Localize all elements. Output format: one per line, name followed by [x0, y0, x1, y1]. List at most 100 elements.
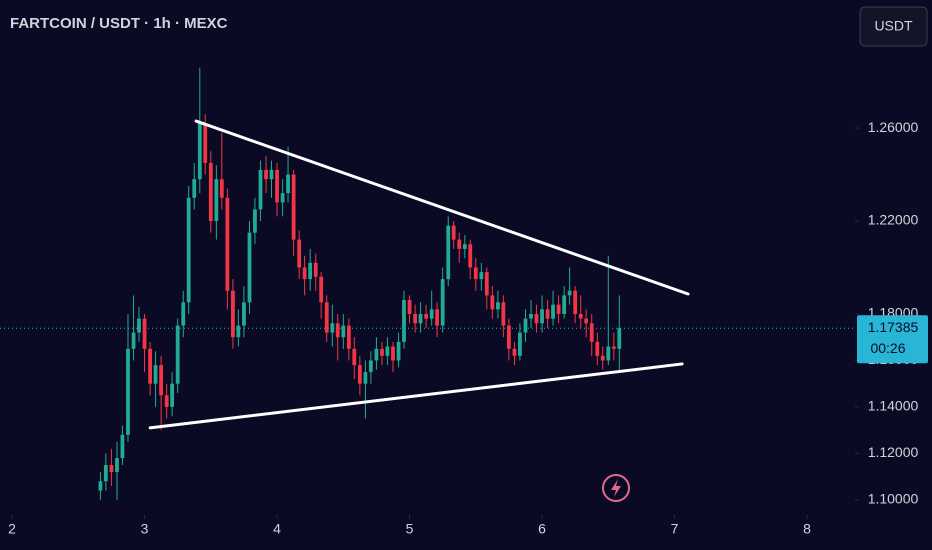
currency-button-box[interactable] [859, 6, 928, 47]
candle-body [291, 174, 296, 240]
candle-body [496, 302, 500, 310]
candle-body [153, 365, 158, 384]
candle-body [242, 302, 246, 326]
candle-body [380, 348, 384, 356]
y-tick-label: 1.14000 [868, 398, 919, 414]
currency-button-label[interactable]: USDT [874, 18, 913, 34]
candle-body [280, 193, 285, 203]
candle-body [192, 179, 197, 198]
candle-body [324, 302, 329, 333]
candle-body [611, 346, 616, 349]
candle-body [269, 169, 274, 180]
candle-body [518, 332, 522, 356]
candle-body [225, 197, 230, 291]
candle-body [606, 346, 611, 361]
last-price-badge [857, 315, 928, 364]
candle-body [164, 395, 169, 407]
candle-body [247, 232, 252, 303]
candle-body [457, 239, 462, 249]
candle-body [391, 346, 395, 361]
last-price-label: 1.17385 [868, 319, 919, 335]
candle-body [142, 318, 147, 349]
trendline [194, 119, 690, 296]
candle-body [148, 348, 153, 384]
candle-body [484, 272, 489, 296]
x-tick-label: 5 [406, 521, 414, 537]
y-tick-label: 1.26000 [868, 119, 919, 135]
candle-body [468, 244, 473, 268]
candle-body [231, 290, 235, 338]
currency-button[interactable]: USDT [859, 6, 928, 47]
y-tick-label: 1.10000 [868, 491, 919, 507]
candle-body [540, 309, 544, 324]
candle-body [341, 325, 346, 338]
candle-body [523, 318, 528, 333]
chart-title: FARTCOIN / USDT · 1h · MEXC [10, 15, 228, 32]
candle-body [473, 267, 478, 280]
x-tick-label: 2 [8, 521, 16, 537]
candle-body [396, 341, 401, 361]
candle-body [286, 174, 290, 194]
x-tick-label: 6 [538, 521, 546, 537]
candle-body [545, 309, 550, 319]
candle-body [446, 225, 451, 280]
candle-body [556, 304, 561, 314]
candle-body [175, 325, 180, 384]
candle-body [402, 300, 406, 342]
candle-body [115, 458, 119, 473]
candle-body [208, 162, 213, 222]
candle-body [302, 267, 307, 280]
candle-body [490, 295, 495, 310]
x-tick-label: 4 [273, 521, 281, 537]
candle-body [418, 313, 423, 324]
x-tick-label: 8 [803, 521, 811, 537]
candle-body [595, 341, 600, 356]
candle-body [507, 325, 511, 349]
candle-body [357, 365, 362, 384]
alert-icon-bolt[interactable] [611, 479, 621, 497]
candle-body [253, 209, 257, 233]
candle-body [214, 179, 219, 222]
candle-body [407, 300, 412, 314]
candle-body [562, 295, 567, 314]
candle-body [103, 465, 108, 482]
candle-body [479, 272, 484, 280]
candle-body [462, 244, 467, 249]
candle-body [98, 481, 103, 491]
candle-body [440, 279, 445, 326]
candle-body [197, 123, 202, 180]
candle-body [617, 328, 622, 349]
candle-body [159, 365, 164, 396]
countdown-label: 00:26 [870, 340, 905, 356]
candle-body [186, 197, 191, 303]
candle-body [126, 348, 130, 435]
alert-icon[interactable] [602, 474, 630, 502]
candle-body [219, 179, 224, 198]
candle-body [368, 360, 373, 373]
candle-body [551, 304, 555, 319]
y-tick-label: 1.12000 [868, 444, 919, 460]
candle-body [170, 383, 175, 407]
candle-body [435, 309, 440, 326]
candle-body [319, 276, 324, 303]
candle-body [429, 309, 434, 319]
candle-body [584, 318, 589, 324]
candle-body [374, 348, 379, 361]
candle-body [275, 169, 279, 203]
candle-body [578, 313, 583, 319]
x-tick-label: 7 [671, 521, 679, 537]
candle-body [308, 262, 313, 280]
candle-body [567, 290, 572, 296]
alert-icon-ring[interactable] [602, 474, 630, 502]
candle-body [313, 262, 318, 277]
x-tick-label: 3 [141, 521, 149, 537]
candle-body [297, 239, 302, 268]
candle-body [529, 313, 533, 319]
candle-body [335, 323, 340, 338]
candle-body [534, 313, 539, 324]
candle-body [451, 225, 456, 240]
candle-body [346, 325, 351, 349]
candle-body [330, 323, 335, 333]
candle-body [424, 313, 429, 319]
